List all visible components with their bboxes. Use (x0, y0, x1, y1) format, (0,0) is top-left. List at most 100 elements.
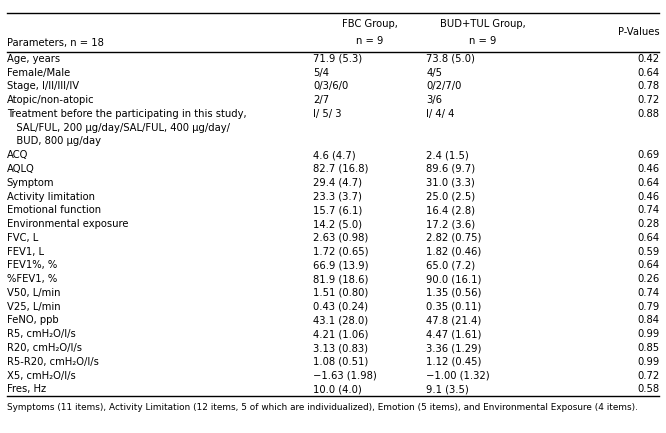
Text: V25, L/min: V25, L/min (7, 302, 61, 312)
Text: Emotional function: Emotional function (7, 205, 101, 215)
Text: 2.82 (0.75): 2.82 (0.75) (426, 233, 482, 243)
Text: FEV1, L: FEV1, L (7, 247, 44, 257)
Text: FeNO, ppb: FeNO, ppb (7, 316, 59, 326)
Text: Female/Male: Female/Male (7, 68, 70, 78)
Text: 0.46: 0.46 (637, 164, 659, 174)
Text: 14.2 (5.0): 14.2 (5.0) (313, 219, 362, 229)
Text: 25.0 (2.5): 25.0 (2.5) (426, 191, 476, 201)
Text: Fres, Hz: Fres, Hz (7, 385, 46, 394)
Text: I/ 5/ 3: I/ 5/ 3 (313, 109, 342, 119)
Text: 73.8 (5.0): 73.8 (5.0) (426, 54, 475, 64)
Text: FBC Group,: FBC Group, (342, 19, 398, 29)
Text: 4.47 (1.61): 4.47 (1.61) (426, 329, 482, 339)
Text: 23.3 (3.7): 23.3 (3.7) (313, 191, 362, 201)
Text: Parameters, n = 18: Parameters, n = 18 (7, 38, 103, 48)
Text: 3.13 (0.83): 3.13 (0.83) (313, 343, 368, 353)
Text: n = 9: n = 9 (356, 36, 384, 46)
Text: 0.64: 0.64 (637, 68, 659, 78)
Text: 0.99: 0.99 (637, 357, 659, 367)
Text: 0.35 (0.11): 0.35 (0.11) (426, 302, 482, 312)
Text: V50, L/min: V50, L/min (7, 288, 60, 298)
Text: 0.74: 0.74 (637, 288, 659, 298)
Text: n = 9: n = 9 (469, 36, 497, 46)
Text: 9.1 (3.5): 9.1 (3.5) (426, 385, 469, 394)
Text: 0.99: 0.99 (637, 329, 659, 339)
Text: 1.35 (0.56): 1.35 (0.56) (426, 288, 482, 298)
Text: 15.7 (6.1): 15.7 (6.1) (313, 205, 362, 215)
Text: 0.64: 0.64 (637, 233, 659, 243)
Text: 1.08 (0.51): 1.08 (0.51) (313, 357, 368, 367)
Text: 43.1 (28.0): 43.1 (28.0) (313, 316, 368, 326)
Text: 0/2/7/0: 0/2/7/0 (426, 81, 462, 91)
Text: 2.4 (1.5): 2.4 (1.5) (426, 150, 469, 160)
Text: 0.64: 0.64 (637, 260, 659, 270)
Text: 1.82 (0.46): 1.82 (0.46) (426, 247, 482, 257)
Text: BUD+TUL Group,: BUD+TUL Group, (440, 19, 525, 29)
Text: 0.72: 0.72 (637, 371, 659, 381)
Text: 71.9 (5.3): 71.9 (5.3) (313, 54, 362, 64)
Text: 82.7 (16.8): 82.7 (16.8) (313, 164, 368, 174)
Text: 2.63 (0.98): 2.63 (0.98) (313, 233, 368, 243)
Text: 0.58: 0.58 (637, 385, 659, 394)
Text: 17.2 (3.6): 17.2 (3.6) (426, 219, 476, 229)
Text: AQLQ: AQLQ (7, 164, 35, 174)
Text: FVC, L: FVC, L (7, 233, 38, 243)
Text: 16.4 (2.8): 16.4 (2.8) (426, 205, 476, 215)
Text: 90.0 (16.1): 90.0 (16.1) (426, 274, 482, 284)
Text: 0.28: 0.28 (637, 219, 659, 229)
Text: 0.78: 0.78 (637, 81, 659, 91)
Text: 0.59: 0.59 (637, 247, 659, 257)
Text: 66.9 (13.9): 66.9 (13.9) (313, 260, 368, 270)
Text: Symptom: Symptom (7, 178, 54, 188)
Text: R5, cmH₂O/l/s: R5, cmH₂O/l/s (7, 329, 75, 339)
Text: Symptoms (11 items), Activity Limitation (12 items, 5 of which are individualize: Symptoms (11 items), Activity Limitation… (7, 403, 637, 412)
Text: I/ 4/ 4: I/ 4/ 4 (426, 109, 455, 119)
Text: 2/7: 2/7 (313, 95, 329, 105)
Text: BUD, 800 μg/day: BUD, 800 μg/day (7, 136, 101, 146)
Text: 89.6 (9.7): 89.6 (9.7) (426, 164, 476, 174)
Text: 0.64: 0.64 (637, 178, 659, 188)
Text: 3/6: 3/6 (426, 95, 442, 105)
Text: FEV1%, %: FEV1%, % (7, 260, 57, 270)
Text: 29.4 (4.7): 29.4 (4.7) (313, 178, 362, 188)
Text: X5, cmH₂O/l/s: X5, cmH₂O/l/s (7, 371, 75, 381)
Text: 47.8 (21.4): 47.8 (21.4) (426, 316, 482, 326)
Text: 0.74: 0.74 (637, 205, 659, 215)
Text: 1.72 (0.65): 1.72 (0.65) (313, 247, 368, 257)
Text: Age, years: Age, years (7, 54, 60, 64)
Text: Stage, I/II/III/IV: Stage, I/II/III/IV (7, 81, 79, 91)
Text: Activity limitation: Activity limitation (7, 191, 95, 201)
Text: 0.43 (0.24): 0.43 (0.24) (313, 302, 368, 312)
Text: SAL/FUL, 200 μg/day/SAL/FUL, 400 μg/day/: SAL/FUL, 200 μg/day/SAL/FUL, 400 μg/day/ (7, 123, 230, 132)
Text: 0.88: 0.88 (637, 109, 659, 119)
Text: 0.84: 0.84 (637, 316, 659, 326)
Text: Environmental exposure: Environmental exposure (7, 219, 128, 229)
Text: Treatment before the participating in this study,: Treatment before the participating in th… (7, 109, 246, 119)
Text: 0.69: 0.69 (637, 150, 659, 160)
Text: 0.72: 0.72 (637, 95, 659, 105)
Text: %FEV1, %: %FEV1, % (7, 274, 57, 284)
Text: 0.85: 0.85 (637, 343, 659, 353)
Text: 0.26: 0.26 (637, 274, 659, 284)
Text: 4.21 (1.06): 4.21 (1.06) (313, 329, 368, 339)
Text: 31.0 (3.3): 31.0 (3.3) (426, 178, 475, 188)
Text: Atopic/non-atopic: Atopic/non-atopic (7, 95, 95, 105)
Text: 0.42: 0.42 (637, 54, 659, 64)
Text: ACQ: ACQ (7, 150, 28, 160)
Text: 3.36 (1.29): 3.36 (1.29) (426, 343, 482, 353)
Text: 1.51 (0.80): 1.51 (0.80) (313, 288, 368, 298)
Text: −1.63 (1.98): −1.63 (1.98) (313, 371, 377, 381)
Text: 10.0 (4.0): 10.0 (4.0) (313, 385, 362, 394)
Text: −1.00 (1.32): −1.00 (1.32) (426, 371, 490, 381)
Text: 0/3/6/0: 0/3/6/0 (313, 81, 348, 91)
Text: 0.46: 0.46 (637, 191, 659, 201)
Text: 65.0 (7.2): 65.0 (7.2) (426, 260, 476, 270)
Text: 0.79: 0.79 (637, 302, 659, 312)
Text: 1.12 (0.45): 1.12 (0.45) (426, 357, 482, 367)
Text: 4/5: 4/5 (426, 68, 442, 78)
Text: P-Values: P-Values (618, 27, 659, 38)
Text: 4.6 (4.7): 4.6 (4.7) (313, 150, 356, 160)
Text: R5-R20, cmH₂O/l/s: R5-R20, cmH₂O/l/s (7, 357, 99, 367)
Text: 5/4: 5/4 (313, 68, 329, 78)
Text: R20, cmH₂O/l/s: R20, cmH₂O/l/s (7, 343, 82, 353)
